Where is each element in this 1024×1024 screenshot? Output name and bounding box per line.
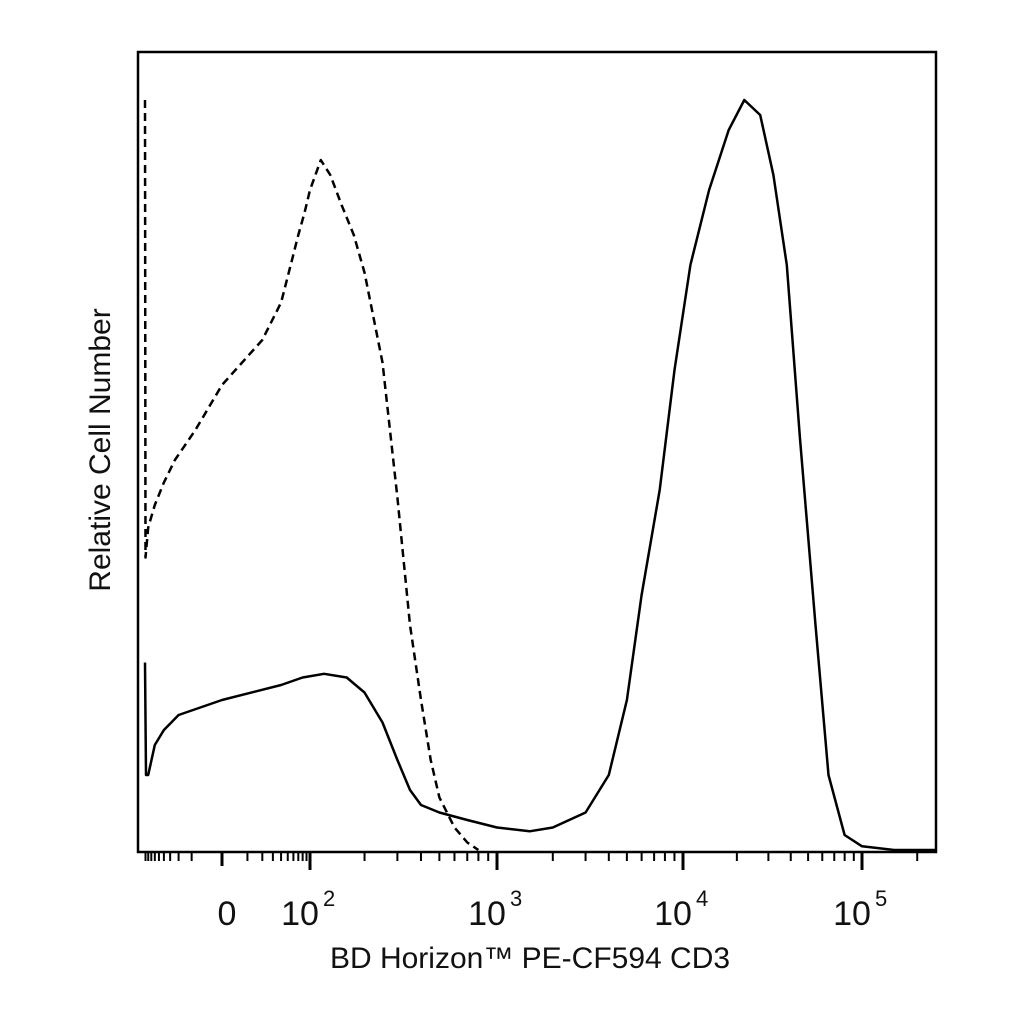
x-tick-label-exponent: 4 [696,886,708,911]
series-line-dashed [143,99,480,852]
x-tick-label: 0 [218,895,237,933]
x-axis-tick-labels: 0 10 2 10 3 10 4 10 5 [218,886,888,933]
series-line-solid [143,98,935,852]
x-axis-ticks [144,852,919,870]
y-axis-title: Relative Cell Number [84,308,117,591]
x-tick-label-base: 10 [281,895,319,933]
x-tick-label-base: 10 [468,895,506,933]
x-tick-label-exponent: 3 [510,886,522,911]
x-tick-label: 10 4 [654,886,708,933]
plot-frame [136,50,938,854]
x-tick-label: 10 5 [833,886,887,933]
x-tick-label-exponent: 5 [875,886,887,911]
x-axis-title: BD Horizon™ PE-CF594 CD3 [330,942,730,975]
x-tick-label: 10 2 [281,886,335,933]
series-layer [143,98,935,852]
x-tick-label-base: 10 [833,895,871,933]
x-tick-label: 10 3 [468,886,522,933]
x-tick-label-base: 10 [654,895,692,933]
x-tick-label-base: 0 [218,895,237,933]
x-tick-label-exponent: 2 [323,886,335,911]
